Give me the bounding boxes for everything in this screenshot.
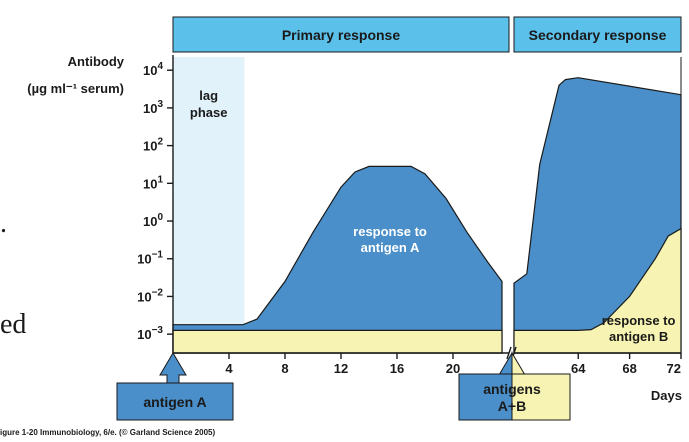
x-tick-label: 68 (622, 361, 636, 376)
side-text-fragment: ed (0, 309, 26, 340)
axis-break-left (506, 346, 512, 360)
lag-phase-label-line1: lag (199, 88, 218, 103)
response-a-label-line2: antigen A (361, 240, 420, 255)
header-secondary-label: Secondary response (529, 27, 667, 43)
x-tick-label: 12 (334, 361, 348, 376)
antigens-ab-box-a (458, 373, 513, 421)
x-tick-label: 8 (281, 361, 288, 376)
y-tick-label: 102 (143, 137, 163, 154)
y-tick-label: 100 (143, 212, 163, 229)
x-tick-label: 20 (446, 361, 460, 376)
side-text-period: . (0, 208, 7, 239)
x-tick-label: 4 (225, 361, 233, 376)
y-tick-label: 10−1 (137, 250, 163, 267)
response-b-label-line2: antigen B (609, 329, 668, 344)
lag-phase-band (173, 57, 245, 353)
x-axis-label: Days (651, 388, 682, 403)
antigens-ab-label-line1: antigens (483, 381, 541, 397)
antigen-a-label: antigen A (143, 394, 206, 410)
figure-caption: igure 1-20 Immunobiology, 6/e. (© Garlan… (0, 428, 216, 437)
antigens-ab-arrow-b (511, 351, 526, 376)
y-axis-label: Antibody (68, 54, 125, 69)
header-primary (172, 16, 510, 53)
x-tick-label: 64 (571, 361, 586, 376)
x-tick-label: 72 (667, 361, 681, 376)
response-a-label-line1: response to (353, 224, 427, 239)
y-tick-label: 103 (143, 99, 163, 116)
response-b-label-line1: response to (602, 313, 676, 328)
antigen-a-arrow (159, 352, 187, 384)
area-antigen-b-primary (172, 329, 503, 354)
y-tick-label: 104 (143, 61, 163, 78)
x-tick-label: 16 (390, 361, 404, 376)
lag-phase-label-line2: phase (190, 105, 228, 120)
area-antigen-a-primary (172, 165, 503, 354)
y-tick-label: 101 (143, 174, 163, 191)
antigens-ab-label-line2: A+B (498, 398, 526, 414)
y-axis-unit: (µg ml⁻¹ serum) (27, 81, 124, 96)
antigens-ab-arrow-a (498, 351, 513, 376)
antigen-a-box (116, 382, 234, 421)
header-primary-label: Primary response (282, 27, 400, 43)
y-tick-label: 10−3 (137, 325, 163, 342)
antigens-ab-box-b (511, 373, 571, 421)
header-secondary (513, 16, 682, 53)
y-tick-label: 10−2 (137, 287, 163, 304)
